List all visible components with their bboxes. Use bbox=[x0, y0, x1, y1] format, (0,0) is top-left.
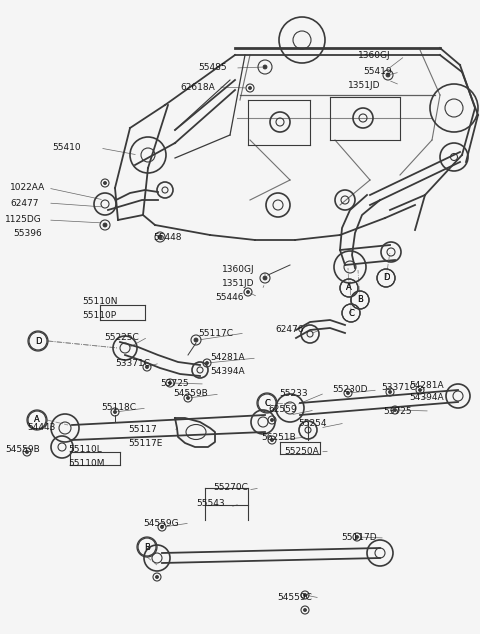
Text: 54394A: 54394A bbox=[409, 394, 444, 403]
Text: 55117E: 55117E bbox=[128, 439, 162, 448]
Text: 1360GJ: 1360GJ bbox=[358, 51, 391, 60]
Circle shape bbox=[104, 181, 107, 184]
Circle shape bbox=[303, 609, 307, 612]
Text: 1022AA: 1022AA bbox=[10, 183, 45, 193]
Circle shape bbox=[194, 338, 198, 342]
Text: B: B bbox=[357, 295, 363, 304]
Text: 55254: 55254 bbox=[298, 418, 326, 427]
Text: 62477: 62477 bbox=[10, 198, 38, 207]
Text: 53725: 53725 bbox=[383, 406, 412, 415]
Text: 55118C: 55118C bbox=[101, 403, 136, 413]
Circle shape bbox=[205, 361, 208, 365]
Circle shape bbox=[419, 389, 421, 392]
Text: 62618A: 62618A bbox=[180, 82, 215, 91]
Circle shape bbox=[263, 276, 267, 280]
Text: 55543: 55543 bbox=[196, 500, 225, 508]
Text: 54559C: 54559C bbox=[277, 593, 312, 602]
Text: 54559G: 54559G bbox=[143, 519, 179, 527]
Text: 53725: 53725 bbox=[160, 380, 189, 389]
Text: A: A bbox=[346, 283, 352, 292]
Text: D: D bbox=[383, 273, 389, 283]
Text: B: B bbox=[144, 543, 150, 552]
Text: 55110P: 55110P bbox=[82, 311, 116, 320]
Text: 54559B: 54559B bbox=[173, 389, 208, 399]
Circle shape bbox=[271, 439, 274, 441]
Circle shape bbox=[263, 65, 267, 69]
Text: 55250A: 55250A bbox=[284, 446, 319, 455]
Text: 55410: 55410 bbox=[52, 143, 81, 153]
Text: 62476: 62476 bbox=[275, 325, 303, 335]
Text: 62559: 62559 bbox=[268, 406, 297, 415]
Text: 54281A: 54281A bbox=[409, 380, 444, 389]
Text: 54394A: 54394A bbox=[210, 366, 245, 375]
Text: 55446: 55446 bbox=[215, 292, 243, 302]
Text: D: D bbox=[35, 337, 41, 346]
Circle shape bbox=[113, 410, 117, 413]
Circle shape bbox=[160, 526, 164, 529]
Circle shape bbox=[168, 382, 171, 384]
Circle shape bbox=[271, 418, 274, 422]
Circle shape bbox=[158, 235, 162, 239]
Circle shape bbox=[303, 593, 307, 597]
Text: 1360GJ: 1360GJ bbox=[222, 266, 254, 275]
Circle shape bbox=[25, 451, 28, 453]
Text: A: A bbox=[34, 415, 40, 425]
Text: 54559B: 54559B bbox=[5, 446, 40, 455]
Text: 55419: 55419 bbox=[363, 67, 392, 77]
Circle shape bbox=[388, 391, 392, 394]
Text: 55110L: 55110L bbox=[68, 446, 102, 455]
Text: 55117C: 55117C bbox=[198, 328, 233, 337]
Circle shape bbox=[386, 73, 390, 77]
Text: C: C bbox=[348, 309, 354, 318]
Text: 54443: 54443 bbox=[27, 424, 55, 432]
Text: 1351JD: 1351JD bbox=[222, 278, 254, 287]
Circle shape bbox=[187, 396, 190, 399]
Text: 1351JD: 1351JD bbox=[348, 81, 381, 89]
Text: 55110N: 55110N bbox=[82, 297, 118, 306]
Circle shape bbox=[145, 365, 148, 368]
Text: 55233: 55233 bbox=[279, 389, 308, 398]
Text: 56251B: 56251B bbox=[261, 432, 296, 441]
Text: 53371C: 53371C bbox=[381, 384, 416, 392]
Circle shape bbox=[247, 290, 250, 294]
Circle shape bbox=[156, 576, 158, 578]
Text: 1125DG: 1125DG bbox=[5, 216, 42, 224]
Text: A: A bbox=[346, 283, 352, 292]
Text: 55225C: 55225C bbox=[104, 332, 139, 342]
Text: 55117D: 55117D bbox=[341, 533, 377, 543]
Text: 54281A: 54281A bbox=[210, 354, 245, 363]
Text: B: B bbox=[357, 295, 363, 304]
Text: 55110M: 55110M bbox=[68, 458, 105, 467]
Text: 55230D: 55230D bbox=[332, 385, 368, 394]
Circle shape bbox=[249, 86, 252, 89]
Text: 55485: 55485 bbox=[198, 63, 227, 72]
Text: 55448: 55448 bbox=[153, 233, 181, 242]
Text: 55396: 55396 bbox=[13, 228, 42, 238]
Circle shape bbox=[356, 536, 359, 538]
Text: D: D bbox=[383, 273, 389, 283]
Circle shape bbox=[347, 392, 349, 394]
Text: D: D bbox=[35, 337, 41, 346]
Text: 55270C: 55270C bbox=[213, 484, 248, 493]
Text: A: A bbox=[34, 415, 40, 425]
Circle shape bbox=[103, 223, 107, 227]
Text: C: C bbox=[264, 399, 270, 408]
Text: C: C bbox=[348, 309, 354, 318]
Text: C: C bbox=[264, 399, 270, 408]
Text: B: B bbox=[144, 543, 150, 552]
Text: 53371C: 53371C bbox=[115, 358, 150, 368]
Text: 55117: 55117 bbox=[128, 425, 157, 434]
Circle shape bbox=[394, 408, 396, 411]
